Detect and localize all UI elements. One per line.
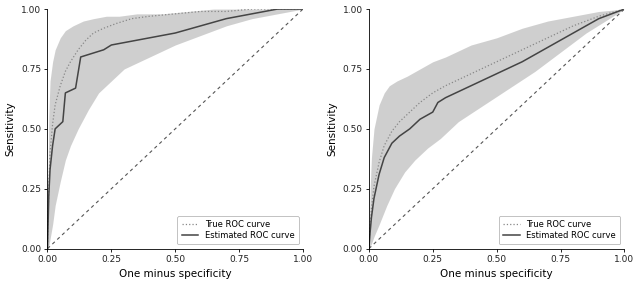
True ROC curve <box>74 48 82 52</box>
Estimated ROC curve <box>197 24 205 28</box>
Line: True ROC curve: True ROC curve <box>369 9 625 249</box>
True ROC curve <box>146 15 154 18</box>
Estimated ROC curve <box>375 173 383 176</box>
Estimated ROC curve <box>77 55 84 59</box>
Y-axis label: Sensitivity: Sensitivity <box>6 101 15 156</box>
True ROC curve <box>67 60 74 64</box>
Estimated ROC curve <box>61 91 69 95</box>
Estimated ROC curve <box>493 72 500 76</box>
True ROC curve <box>365 247 372 250</box>
True ROC curve <box>128 17 136 20</box>
Line: Estimated ROC curve: Estimated ROC curve <box>369 9 625 249</box>
True ROC curve <box>595 15 603 18</box>
True ROC curve <box>380 144 388 147</box>
Estimated ROC curve <box>59 120 67 123</box>
True ROC curve <box>570 24 577 28</box>
True ROC curve <box>467 72 475 76</box>
True ROC curve <box>366 223 374 226</box>
Estimated ROC curve <box>49 144 56 147</box>
X-axis label: One minus specificity: One minus specificity <box>119 269 232 280</box>
Legend: True ROC curve, Estimated ROC curve: True ROC curve, Estimated ROC curve <box>177 216 299 245</box>
Estimated ROC curve <box>108 43 115 47</box>
Estimated ROC curve <box>367 216 375 219</box>
Estimated ROC curve <box>120 41 128 44</box>
Estimated ROC curve <box>544 46 552 49</box>
True ROC curve <box>299 7 307 11</box>
True ROC curve <box>82 38 90 42</box>
True ROC curve <box>51 103 59 107</box>
Estimated ROC curve <box>434 101 442 104</box>
Estimated ROC curve <box>44 247 51 250</box>
Estimated ROC curve <box>84 53 92 56</box>
Estimated ROC curve <box>416 117 424 121</box>
True ROC curve <box>100 27 108 30</box>
Estimated ROC curve <box>223 17 230 20</box>
Estimated ROC curve <box>299 7 307 11</box>
Estimated ROC curve <box>51 127 59 131</box>
Estimated ROC curve <box>248 12 256 16</box>
True ROC curve <box>113 22 120 25</box>
True ROC curve <box>274 7 282 11</box>
True ROC curve <box>388 130 396 133</box>
Estimated ROC curve <box>467 84 475 87</box>
Estimated ROC curve <box>388 142 396 145</box>
True ROC curve <box>44 247 51 250</box>
True ROC curve <box>49 122 56 126</box>
Estimated ROC curve <box>429 110 436 114</box>
Legend: True ROC curve, Estimated ROC curve: True ROC curve, Estimated ROC curve <box>499 216 620 245</box>
Estimated ROC curve <box>92 50 100 54</box>
Estimated ROC curve <box>274 7 282 11</box>
True ROC curve <box>416 101 424 104</box>
Estimated ROC curve <box>365 247 372 250</box>
True ROC curve <box>172 12 179 16</box>
Estimated ROC curve <box>370 197 378 200</box>
Estimated ROC curve <box>396 134 403 138</box>
Line: True ROC curve: True ROC curve <box>47 9 303 249</box>
Estimated ROC curve <box>518 60 526 64</box>
Estimated ROC curve <box>570 31 577 35</box>
Estimated ROC curve <box>172 31 179 35</box>
Estimated ROC curve <box>54 125 61 128</box>
True ROC curve <box>223 10 230 13</box>
True ROC curve <box>375 161 383 164</box>
True ROC curve <box>61 70 69 73</box>
X-axis label: One minus specificity: One minus specificity <box>440 269 553 280</box>
True ROC curve <box>493 60 500 64</box>
Estimated ROC curve <box>380 156 388 159</box>
True ROC curve <box>45 187 52 190</box>
Estimated ROC curve <box>45 194 52 198</box>
Estimated ROC curve <box>406 127 413 131</box>
Y-axis label: Sensitivity: Sensitivity <box>327 101 337 156</box>
Estimated ROC curve <box>100 48 108 52</box>
Estimated ROC curve <box>366 230 374 234</box>
Estimated ROC curve <box>442 96 449 99</box>
True ROC curve <box>621 7 628 11</box>
True ROC curve <box>90 31 97 35</box>
True ROC curve <box>544 36 552 40</box>
Estimated ROC curve <box>621 7 628 11</box>
Estimated ROC curve <box>56 122 64 126</box>
Estimated ROC curve <box>46 168 54 171</box>
True ROC curve <box>46 151 54 154</box>
Estimated ROC curve <box>67 89 74 92</box>
Estimated ROC curve <box>146 36 154 40</box>
Line: Estimated ROC curve: Estimated ROC curve <box>47 9 303 249</box>
True ROC curve <box>518 48 526 52</box>
True ROC curve <box>370 185 378 188</box>
True ROC curve <box>396 120 403 123</box>
True ROC curve <box>429 91 436 95</box>
True ROC curve <box>367 206 375 210</box>
True ROC curve <box>248 7 256 11</box>
True ROC curve <box>56 84 64 87</box>
Estimated ROC curve <box>72 86 79 90</box>
Estimated ROC curve <box>595 17 603 20</box>
True ROC curve <box>197 10 205 13</box>
True ROC curve <box>442 84 449 87</box>
True ROC curve <box>406 110 413 114</box>
